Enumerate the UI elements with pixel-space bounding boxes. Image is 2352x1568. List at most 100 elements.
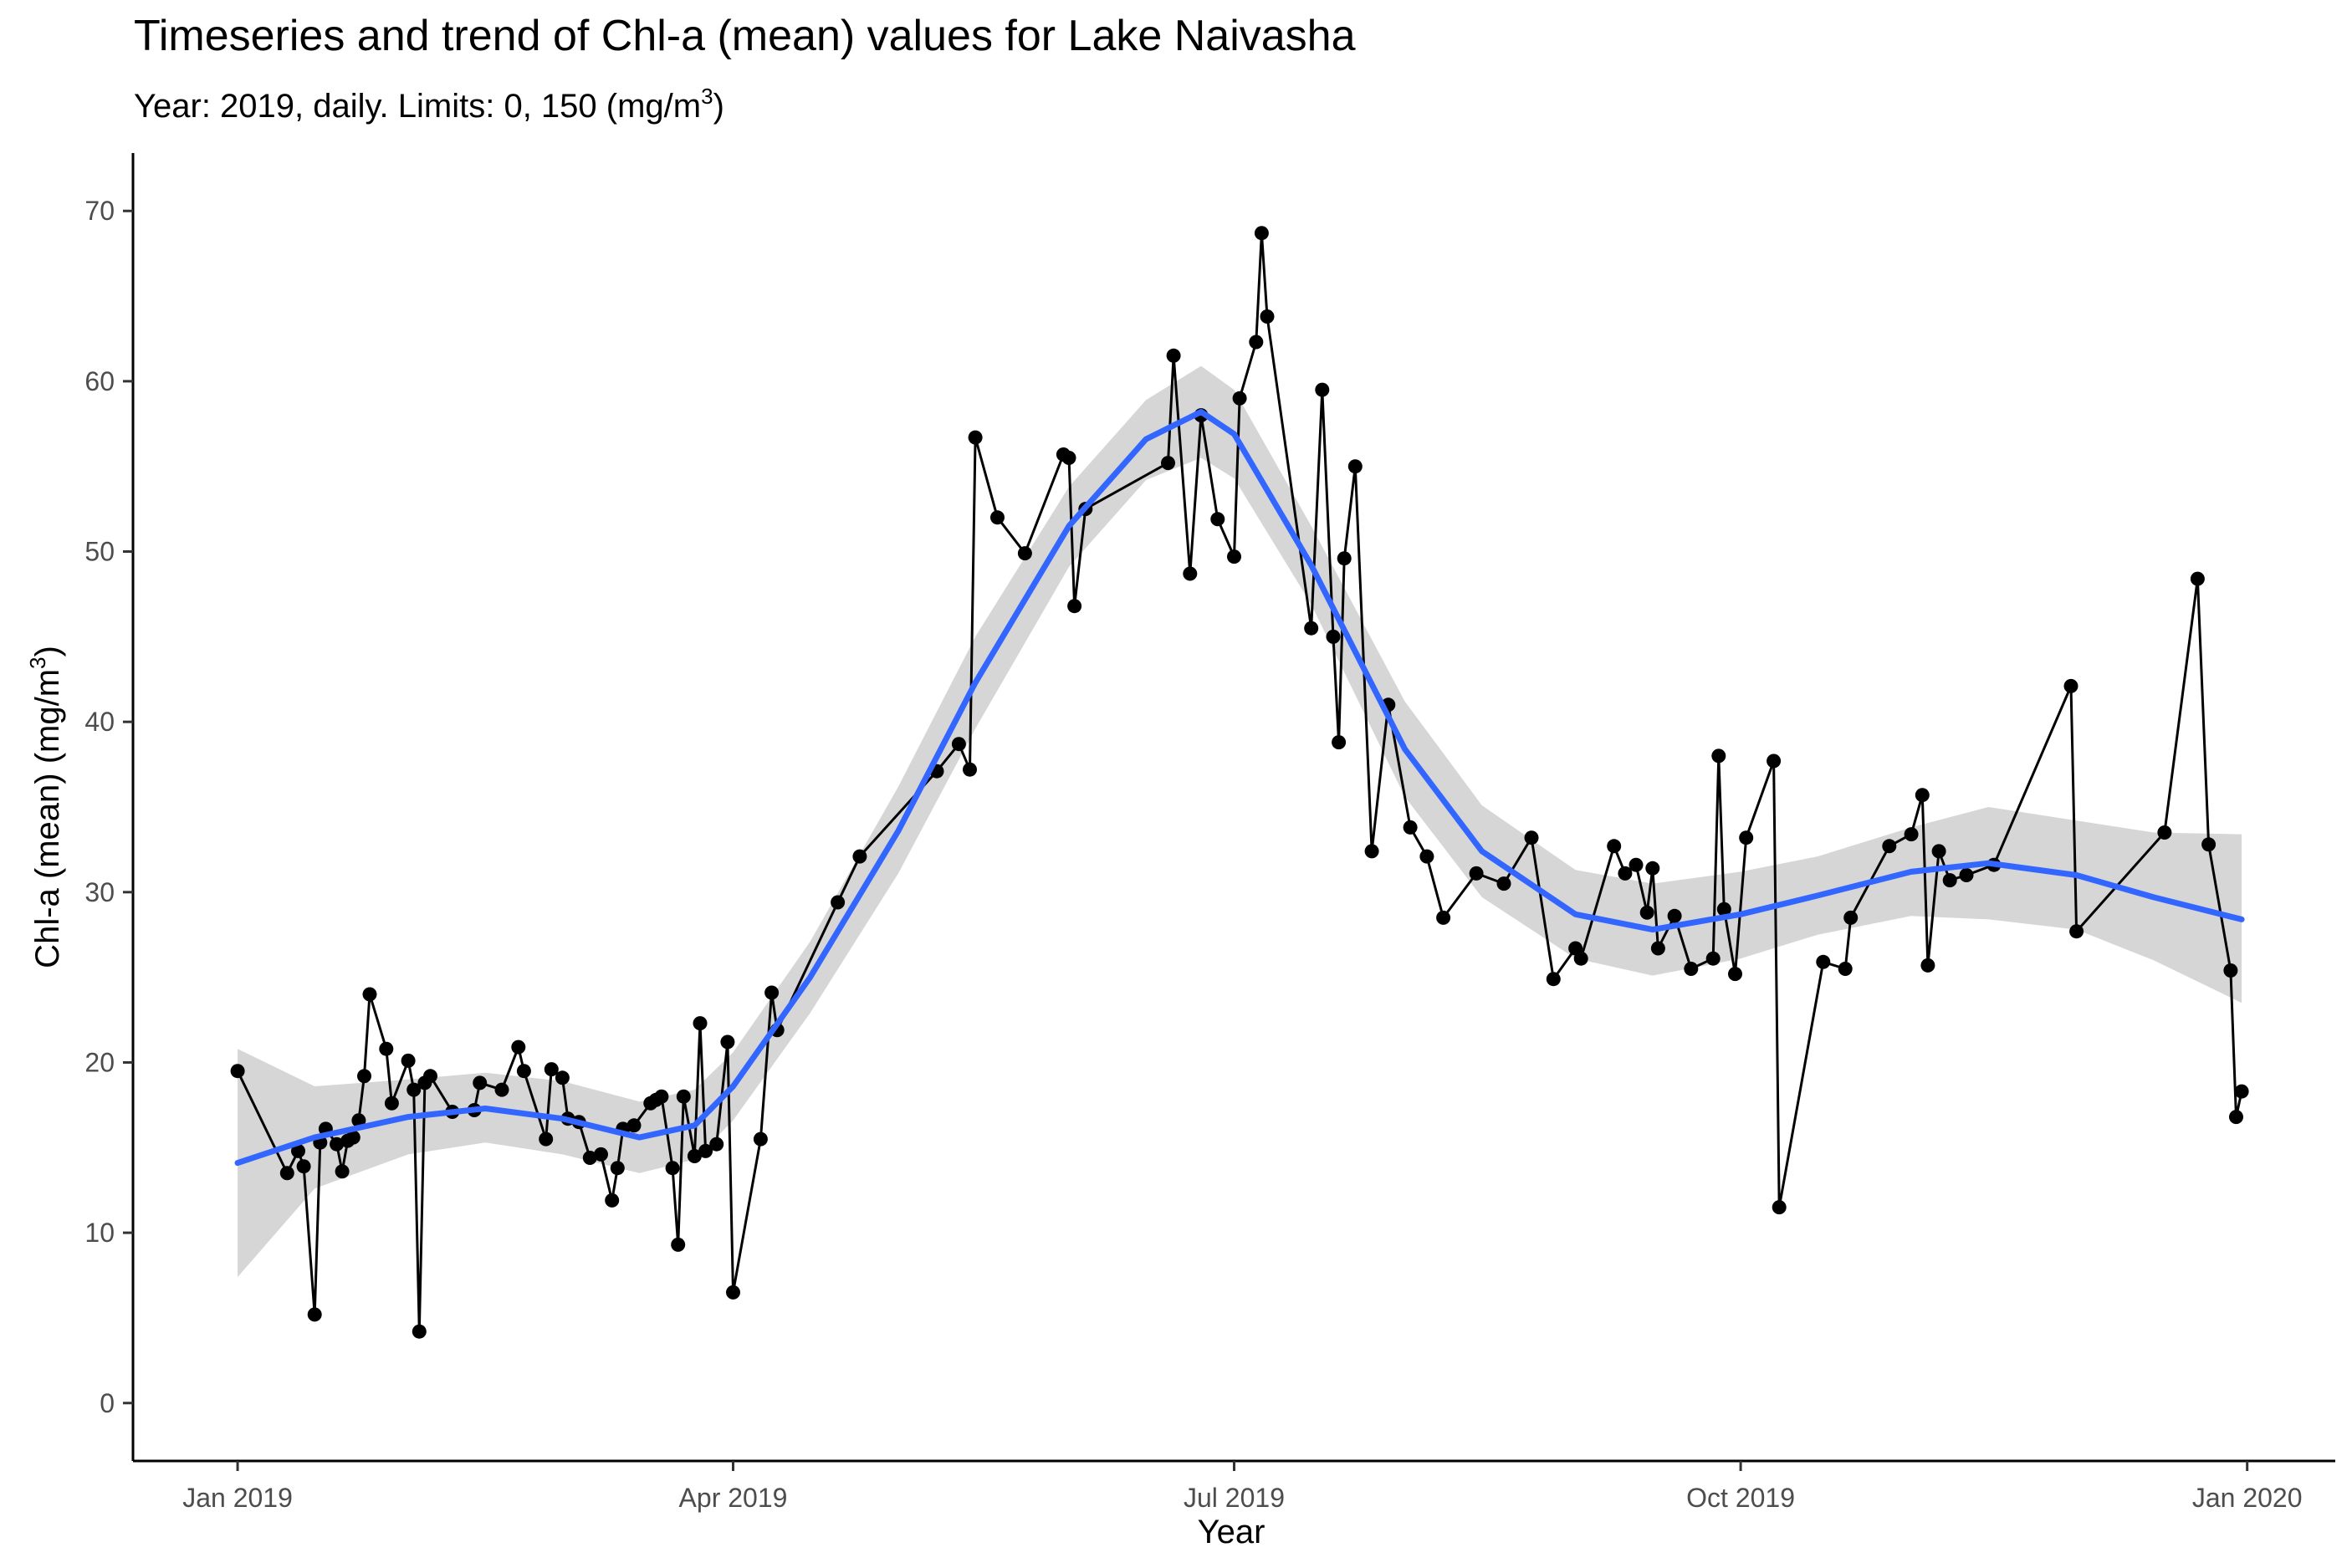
observed-point	[1959, 868, 1974, 882]
observed-point	[1161, 456, 1175, 471]
observed-point	[1315, 382, 1330, 397]
observed-point	[1403, 820, 1418, 835]
observed-point	[2223, 963, 2238, 978]
observed-point	[1546, 972, 1561, 987]
observed-point	[1915, 788, 1930, 803]
y-tick-label: 40	[84, 707, 115, 737]
observed-point	[296, 1159, 311, 1174]
observed-point	[291, 1143, 305, 1158]
observed-point	[2234, 1084, 2249, 1099]
observed-point	[698, 1143, 713, 1158]
observed-point	[693, 1016, 708, 1031]
observed-point	[968, 430, 983, 445]
trend-series-line	[234, 409, 2245, 1167]
observed-point	[1639, 905, 1654, 920]
observed-point	[473, 1075, 488, 1090]
observed-point	[665, 1161, 680, 1176]
observed-point	[1684, 962, 1699, 976]
x-tick-label: Oct 2019	[1686, 1483, 1795, 1513]
observed-point	[1645, 861, 1660, 876]
observed-point	[951, 737, 966, 752]
observed-point	[330, 1136, 345, 1152]
observed-point	[1728, 967, 1742, 982]
observed-point	[654, 1089, 669, 1104]
observed-point	[2190, 571, 2205, 586]
observed-series-points	[230, 226, 2249, 1339]
observed-point	[605, 1193, 620, 1208]
observed-point	[963, 762, 977, 777]
y-tick-label: 70	[84, 196, 115, 226]
observed-point	[726, 1285, 740, 1300]
y-tick-label: 30	[84, 877, 115, 907]
observed-point	[852, 849, 867, 864]
chart-subtitle: Year: 2019, daily. Limits: 0, 150 (mg/m3…	[134, 84, 724, 125]
observed-point	[1337, 551, 1352, 566]
observed-point	[345, 1130, 360, 1145]
observed-point	[720, 1034, 735, 1050]
x-tick-label: Jul 2019	[1184, 1483, 1285, 1513]
observed-point	[1347, 459, 1363, 474]
x-tick-label: Jan 2019	[182, 1483, 293, 1513]
observed-point	[1573, 951, 1588, 966]
observed-point	[1326, 629, 1341, 644]
observed-point	[1629, 857, 1644, 872]
observed-point	[1227, 549, 1241, 564]
observed-point	[279, 1166, 294, 1181]
observed-point	[671, 1237, 686, 1252]
y-tick-label: 10	[84, 1218, 115, 1248]
observed-point	[1061, 451, 1076, 465]
y-tick-label: 20	[84, 1047, 115, 1077]
observed-point	[357, 1069, 371, 1084]
y-axis-title: Chl-a (mean) (mg/m3)	[25, 646, 66, 968]
observed-point	[1469, 866, 1484, 881]
observed-point	[423, 1069, 437, 1084]
observed-point	[1524, 830, 1539, 845]
observed-point	[544, 1062, 559, 1077]
observed-point	[764, 985, 780, 1000]
observed-point	[1232, 391, 1247, 406]
observed-point	[1942, 873, 1957, 888]
observed-point	[1931, 844, 1946, 859]
x-axis-ticks: Jan 2019 Apr 2019 Jul 2019 Oct 2019 Jan 2020	[182, 1461, 2303, 1513]
observed-point	[1210, 512, 1225, 527]
observed-point	[1419, 849, 1434, 864]
observed-point	[335, 1164, 350, 1179]
observed-point	[1838, 962, 1853, 976]
observed-point	[676, 1089, 691, 1104]
observed-point	[1332, 735, 1347, 750]
plot-area	[230, 226, 2249, 1339]
observed-point	[1364, 844, 1379, 859]
observed-point	[626, 1118, 642, 1133]
observed-point	[1767, 753, 1782, 769]
observed-point	[1650, 941, 1665, 956]
observed-point	[511, 1039, 526, 1055]
confidence-band	[238, 365, 2242, 1278]
observed-point	[1843, 910, 1859, 925]
observed-point	[1166, 348, 1181, 363]
chart-subtitle-text: Year: 2019, daily. Limits: 0, 150 (mg/m	[134, 88, 701, 125]
observed-point	[687, 1149, 702, 1163]
observed-point	[1436, 910, 1451, 925]
observed-point	[1254, 226, 1269, 241]
observed-point	[1607, 839, 1622, 854]
observed-point	[1496, 876, 1511, 891]
observed-point	[2069, 924, 2084, 939]
y-tick-label: 60	[84, 366, 115, 396]
observed-point	[412, 1324, 427, 1339]
observed-point	[1260, 309, 1275, 324]
observed-point	[2063, 678, 2078, 693]
observed-point	[594, 1147, 608, 1162]
observed-point	[1183, 566, 1198, 581]
chart-subtitle-close: )	[713, 88, 724, 125]
x-tick-label: Apr 2019	[679, 1483, 788, 1513]
observed-point	[2157, 825, 2172, 840]
observed-point	[1816, 954, 1831, 969]
y-axis-title-text: Chl-a (mean) (mg/m	[29, 669, 66, 968]
observed-point	[831, 895, 846, 910]
observed-point	[990, 510, 1005, 525]
observed-point	[753, 1131, 768, 1147]
observed-point	[582, 1151, 597, 1165]
observed-point	[1904, 827, 1919, 842]
